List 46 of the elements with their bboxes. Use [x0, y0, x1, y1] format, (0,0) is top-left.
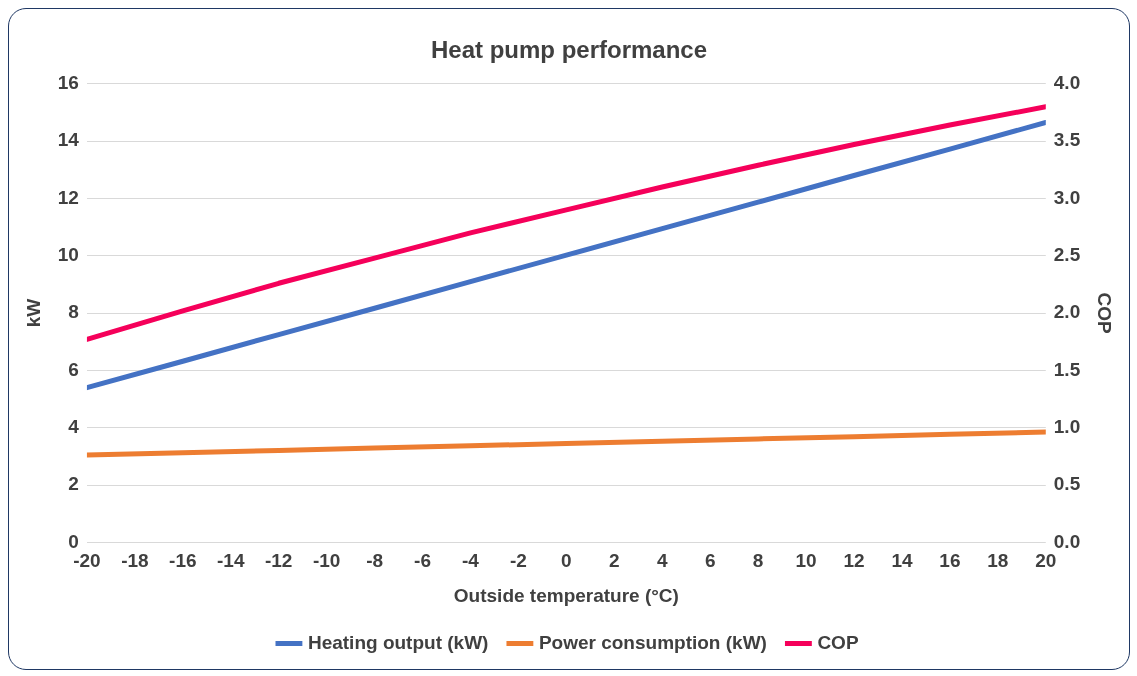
y-axis-title: kW — [22, 298, 44, 328]
legend-label: COP — [817, 631, 859, 653]
legend-label: Heating output (kW) — [307, 631, 489, 653]
chart-title: Heat pump performance — [430, 36, 708, 64]
x-tick-label: 18 — [987, 550, 1009, 572]
x-tick-label: -18 — [121, 550, 149, 572]
x-tick-label: -14 — [217, 550, 245, 572]
y-tick-label: 4 — [68, 415, 80, 437]
y-tick-label: 16 — [57, 72, 79, 94]
x-tick-label: -12 — [264, 550, 293, 572]
y-tick-label: 0 — [68, 530, 79, 552]
y2-tick-label: 1.0 — [1053, 415, 1081, 437]
y-tick-label: 14 — [57, 129, 80, 151]
y2-axis-title: COP — [1094, 292, 1116, 335]
x-tick-label: -10 — [312, 550, 341, 572]
y2-tick-label: 3.0 — [1053, 186, 1081, 208]
y2-tick-label: 1.5 — [1053, 358, 1081, 380]
x-tick-label: 20 — [1035, 550, 1057, 572]
x-axis-title: Outside temperature (°C) — [453, 584, 679, 606]
x-tick-label: -6 — [414, 550, 431, 572]
y-tick-label: 6 — [68, 358, 79, 380]
x-tick-label: -2 — [509, 550, 527, 572]
y2-tick-label: 0.5 — [1053, 473, 1081, 495]
x-tick-label: 16 — [939, 550, 961, 572]
x-tick-label: 12 — [843, 550, 865, 572]
y2-tick-label: 3.5 — [1053, 129, 1081, 151]
y2-tick-label: 2.5 — [1053, 244, 1081, 266]
y2-tick-label: 0.0 — [1053, 530, 1081, 552]
x-tick-label: 0 — [561, 550, 572, 572]
y2-tick-label: 4.0 — [1053, 72, 1081, 94]
y-tick-label: 8 — [68, 301, 79, 323]
y-tick-label: 12 — [57, 186, 79, 208]
x-tick-label: 8 — [752, 550, 764, 572]
legend-label: Power consumption (kW) — [538, 631, 767, 653]
x-tick-label: -4 — [462, 550, 480, 572]
x-tick-label: 2 — [609, 550, 620, 572]
x-tick-label: 4 — [656, 550, 668, 572]
y-tick-label: 10 — [57, 244, 79, 266]
y2-tick-label: 2.0 — [1053, 301, 1081, 323]
x-tick-label: 10 — [795, 550, 817, 572]
x-tick-label: -20 — [73, 550, 101, 572]
x-tick-label: 14 — [891, 550, 913, 572]
x-tick-label: 6 — [704, 550, 716, 572]
x-tick-label: -8 — [366, 550, 384, 572]
x-tick-label: -16 — [169, 550, 197, 572]
y-tick-label: 2 — [68, 473, 79, 495]
